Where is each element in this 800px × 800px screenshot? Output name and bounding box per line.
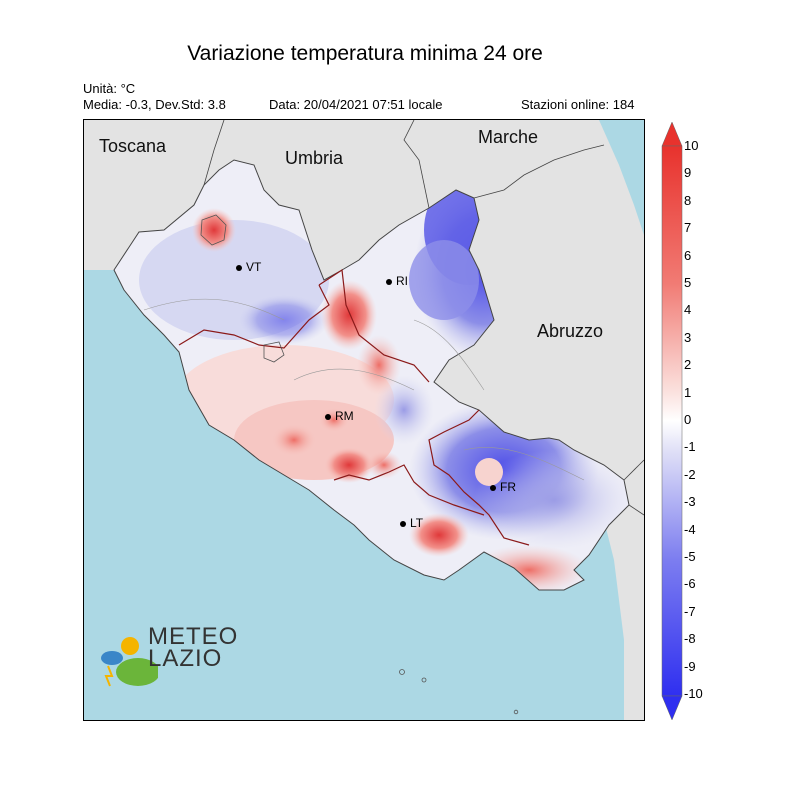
- colorbar-tick: 4: [684, 302, 692, 318]
- colorbar-tick: 8: [684, 192, 692, 208]
- colorbar-tick: -9: [684, 658, 696, 674]
- colorbar-tick: 5: [684, 275, 692, 290]
- map-svg: [84, 120, 644, 720]
- city-marker: [490, 484, 496, 491]
- meteolazio-logo: METEO LAZIO: [98, 624, 248, 704]
- colorbar-tick: -4: [684, 521, 696, 537]
- island-ventotene: [513, 709, 519, 715]
- border-marche-abruzzo: [473, 144, 605, 199]
- date-label: Data: 20/04/2021 07:51 locale: [269, 97, 443, 112]
- unit-label: Unità: °C: [83, 81, 136, 96]
- city-latina[interactable]: LT: [400, 516, 423, 530]
- colorbar-tick: -7: [684, 603, 696, 619]
- adriatic-sea: [599, 120, 644, 235]
- border-umbria-marche: [403, 120, 430, 209]
- colorbar-tick: -8: [684, 631, 696, 647]
- city-label: LT: [410, 516, 424, 530]
- colorbar-tick: 0: [684, 412, 692, 427]
- city-frosinone[interactable]: FR: [490, 480, 516, 494]
- city-label: FR: [500, 480, 516, 494]
- city-viterbo[interactable]: VT: [236, 260, 261, 274]
- colorbar-tick: -3: [684, 494, 696, 510]
- colorbar-tick: 7: [684, 220, 692, 236]
- province-border-frosinone: [428, 409, 530, 546]
- map-title: Variazione temperatura minima 24 ore: [187, 42, 543, 65]
- region-label-abruzzo: Abruzzo: [537, 321, 604, 341]
- city-label: RI: [396, 274, 408, 288]
- province-border-rieti: [318, 268, 430, 383]
- colorbar-svg: [661, 122, 683, 720]
- colorbar-tick: -6: [684, 576, 696, 592]
- city-marker: [386, 278, 392, 285]
- lazio-border: [113, 159, 630, 591]
- island-ponza: [399, 669, 405, 675]
- city-marker: [325, 413, 331, 420]
- city-label: RM: [335, 409, 354, 423]
- map-area[interactable]: Toscana Umbria Marche Abruzzo VT RI RM F…: [83, 119, 645, 721]
- colorbar-tick: -2: [684, 466, 696, 482]
- region-label-toscana: Toscana: [99, 136, 167, 156]
- city-marker: [236, 264, 242, 271]
- land-background: [84, 120, 644, 720]
- colorbar-tick: -5: [684, 549, 696, 564]
- colorbar-tick: 3: [684, 329, 692, 345]
- border-abruzzo-molise: [623, 459, 644, 481]
- colorbar-tick: 10: [684, 138, 699, 153]
- island-palmarola: [421, 677, 427, 683]
- province-border-viterbo: [178, 284, 330, 349]
- region-label-marche: Marche: [478, 127, 539, 147]
- stations-label: Stazioni online: 184: [521, 97, 635, 112]
- border-toscana-umbria: [203, 120, 225, 186]
- city-label: VT: [246, 260, 262, 274]
- region-label-umbria: Umbria: [285, 148, 344, 168]
- colorbar-tick: 2: [684, 357, 692, 373]
- lake-bracciano: [263, 341, 285, 363]
- colorbar-tick: -10: [684, 686, 703, 701]
- colorbar-tick: -1: [684, 439, 696, 455]
- logo-line2: LAZIO: [148, 645, 223, 672]
- lake-bolsena: [200, 214, 227, 246]
- logo-icon: [101, 637, 158, 687]
- colorbar-tick: 1: [684, 384, 692, 400]
- city-roma[interactable]: RM: [325, 409, 354, 423]
- city-rieti[interactable]: RI: [386, 274, 408, 288]
- logo-text: METEO LAZIO: [148, 623, 239, 672]
- city-marker: [400, 520, 406, 527]
- province-border-latina: [333, 464, 485, 516]
- colorbar-tick: 9: [684, 165, 692, 181]
- stats-label: Media: -0.3, Dev.Std: 3.8: [83, 97, 226, 112]
- logo-line1: METEO: [148, 623, 239, 650]
- colorbar-tick: 6: [684, 247, 692, 263]
- border-campania: [628, 504, 644, 516]
